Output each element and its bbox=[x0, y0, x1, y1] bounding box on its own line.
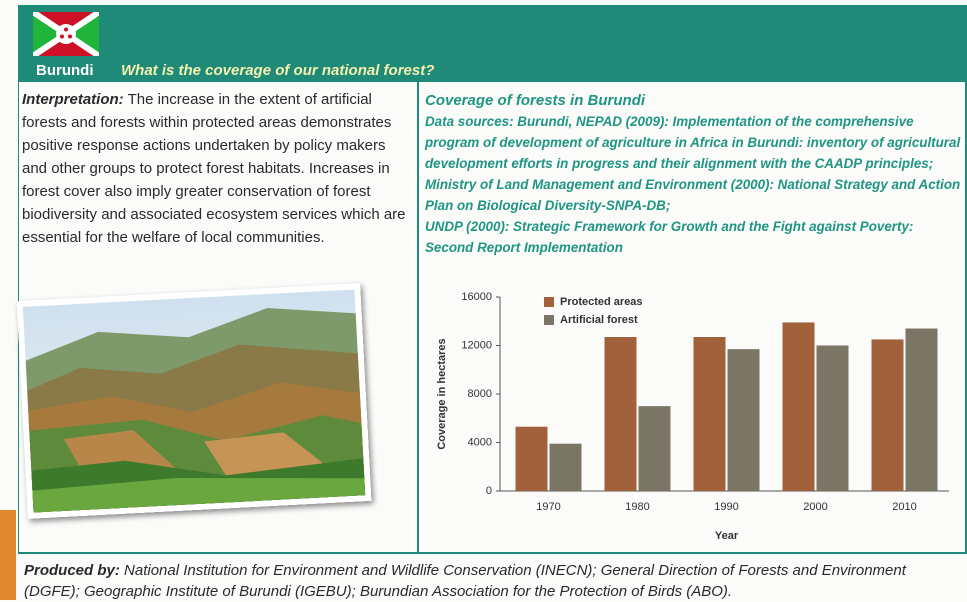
footer-label: Produced by: bbox=[24, 562, 120, 579]
x-tick-label: 1980 bbox=[625, 501, 649, 513]
sources: Coverage of forests in Burundi Data sour… bbox=[425, 90, 963, 258]
flag bbox=[33, 12, 99, 56]
bar bbox=[639, 406, 671, 491]
x-tick-label: 1970 bbox=[536, 501, 560, 513]
bar bbox=[906, 329, 938, 491]
bar bbox=[783, 322, 815, 491]
y-tick-label: 4000 bbox=[468, 436, 492, 448]
sources-title: Coverage of forests in Burundi bbox=[425, 90, 963, 111]
bar bbox=[516, 427, 548, 491]
legend-swatch bbox=[544, 315, 554, 325]
bar bbox=[605, 337, 637, 491]
legend-label: Protected areas bbox=[560, 296, 643, 308]
source-item: Data sources: Burundi, NEPAD (2009): Imp… bbox=[425, 111, 963, 174]
footer-rule bbox=[18, 552, 967, 554]
x-tick-label: 2000 bbox=[803, 501, 827, 513]
bar bbox=[550, 444, 582, 491]
page: Burundi What is the coverage of our nati… bbox=[0, 0, 967, 600]
legend-label: Artificial forest bbox=[560, 314, 638, 326]
footer-text: National Institution for Environment and… bbox=[24, 562, 906, 600]
interpretation-label: Interpretation: bbox=[22, 91, 124, 108]
bar bbox=[872, 339, 904, 491]
y-tick-label: 12000 bbox=[461, 339, 492, 351]
source-item: UNDP (2000): Strategic Framework for Gro… bbox=[425, 216, 963, 258]
bar bbox=[694, 337, 726, 491]
footer: Produced by: National Institution for En… bbox=[24, 560, 964, 602]
bar bbox=[728, 349, 760, 491]
x-axis-label: Year bbox=[715, 530, 739, 542]
y-tick-label: 8000 bbox=[468, 388, 492, 400]
x-tick-label: 1990 bbox=[714, 501, 738, 513]
column-divider bbox=[417, 82, 419, 552]
y-tick-label: 16000 bbox=[461, 291, 492, 303]
y-tick-label: 0 bbox=[486, 485, 492, 497]
country-name: Burundi bbox=[36, 62, 94, 79]
y-axis-label: Coverage in hectares bbox=[436, 338, 448, 449]
bar bbox=[817, 346, 849, 492]
x-tick-label: 2010 bbox=[892, 501, 916, 513]
header-question: What is the coverage of our national for… bbox=[121, 62, 434, 79]
interpretation: Interpretation: The increase in the exte… bbox=[22, 88, 414, 249]
landscape-photo bbox=[17, 283, 372, 519]
legend-swatch bbox=[544, 297, 554, 307]
interpretation-text: The increase in the extent of artificial… bbox=[22, 91, 406, 246]
chart: 0 4000 8000 12000 16000 Coverage in hectares Y… bbox=[420, 285, 960, 547]
side-accent bbox=[0, 510, 16, 600]
source-item: Ministry of Land Management and Environm… bbox=[425, 174, 963, 216]
